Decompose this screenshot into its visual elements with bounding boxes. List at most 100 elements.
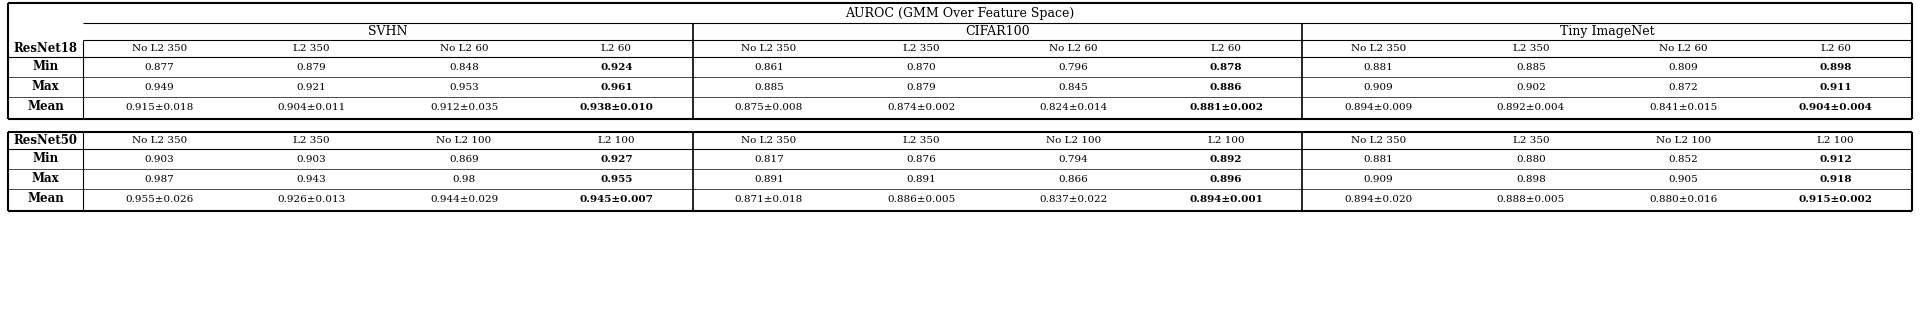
Text: 0.885: 0.885	[755, 82, 783, 91]
Text: 0.904±0.011: 0.904±0.011	[278, 103, 346, 112]
Text: Min: Min	[33, 153, 60, 166]
Text: L2 60: L2 60	[1212, 44, 1240, 53]
Text: 0.944±0.029: 0.944±0.029	[430, 195, 497, 204]
Text: 0.845: 0.845	[1058, 82, 1089, 91]
Text: 0.841±0.015: 0.841±0.015	[1649, 103, 1718, 112]
Text: 0.885: 0.885	[1517, 63, 1546, 71]
Text: No L2 100: No L2 100	[1046, 136, 1102, 145]
Text: L2 350: L2 350	[1513, 44, 1549, 53]
Text: 0.880±0.016: 0.880±0.016	[1649, 195, 1718, 204]
Text: 0.861: 0.861	[755, 63, 783, 71]
Text: 0.876: 0.876	[906, 155, 937, 164]
Text: 0.866: 0.866	[1058, 174, 1089, 183]
Text: L2 100: L2 100	[599, 136, 636, 145]
Text: 0.909: 0.909	[1363, 82, 1394, 91]
Text: 0.902: 0.902	[1517, 82, 1546, 91]
Text: 0.949: 0.949	[144, 82, 175, 91]
Text: 0.896: 0.896	[1210, 174, 1242, 183]
Text: CIFAR100: CIFAR100	[966, 25, 1029, 38]
Text: L2 350: L2 350	[902, 136, 939, 145]
Text: SVHN: SVHN	[369, 25, 407, 38]
Text: 0.892±0.004: 0.892±0.004	[1498, 103, 1565, 112]
Text: Max: Max	[33, 80, 60, 93]
Text: 0.888±0.005: 0.888±0.005	[1498, 195, 1565, 204]
Text: 0.943: 0.943	[298, 174, 326, 183]
Text: 0.894±0.020: 0.894±0.020	[1344, 195, 1413, 204]
Text: No L2 350: No L2 350	[132, 44, 186, 53]
Text: 0.891: 0.891	[755, 174, 783, 183]
Text: 0.953: 0.953	[449, 82, 478, 91]
Text: 0.872: 0.872	[1668, 82, 1699, 91]
Text: L2 100: L2 100	[1208, 136, 1244, 145]
Text: ResNet18: ResNet18	[13, 42, 77, 55]
Text: 0.878: 0.878	[1210, 63, 1242, 71]
Text: 0.98: 0.98	[453, 174, 476, 183]
Text: 0.945±0.007: 0.945±0.007	[580, 195, 653, 204]
Text: 0.918: 0.918	[1820, 174, 1853, 183]
Text: 0.938±0.010: 0.938±0.010	[580, 103, 653, 112]
Text: L2 60: L2 60	[601, 44, 632, 53]
Text: 0.912: 0.912	[1820, 155, 1853, 164]
Text: No L2 60: No L2 60	[1659, 44, 1707, 53]
Text: 0.874±0.002: 0.874±0.002	[887, 103, 956, 112]
Text: No L2 350: No L2 350	[1352, 44, 1405, 53]
Text: 0.912±0.035: 0.912±0.035	[430, 103, 497, 112]
Text: L2 350: L2 350	[902, 44, 939, 53]
Text: AUROC (GMM Over Feature Space): AUROC (GMM Over Feature Space)	[845, 7, 1075, 20]
Text: 0.911: 0.911	[1820, 82, 1853, 91]
Text: 0.924: 0.924	[601, 63, 634, 71]
Text: 0.903: 0.903	[298, 155, 326, 164]
Text: 0.961: 0.961	[601, 82, 634, 91]
Text: No L2 100: No L2 100	[1655, 136, 1711, 145]
Text: 0.881±0.002: 0.881±0.002	[1188, 103, 1263, 112]
Text: 0.871±0.018: 0.871±0.018	[735, 195, 803, 204]
Text: 0.852: 0.852	[1668, 155, 1699, 164]
Text: No L2 60: No L2 60	[1050, 44, 1098, 53]
Text: 0.880: 0.880	[1517, 155, 1546, 164]
Text: Mean: Mean	[27, 193, 63, 206]
Text: L2 350: L2 350	[294, 136, 330, 145]
Text: 0.809: 0.809	[1668, 63, 1699, 71]
Text: ResNet50: ResNet50	[13, 134, 77, 147]
Text: 0.796: 0.796	[1058, 63, 1089, 71]
Text: 0.848: 0.848	[449, 63, 478, 71]
Text: 0.903: 0.903	[144, 155, 175, 164]
Text: 0.904±0.004: 0.904±0.004	[1799, 103, 1872, 112]
Text: 0.915±0.002: 0.915±0.002	[1799, 195, 1872, 204]
Text: 0.881: 0.881	[1363, 63, 1394, 71]
Text: 0.898: 0.898	[1820, 63, 1853, 71]
Text: 0.886: 0.886	[1210, 82, 1242, 91]
Text: 0.915±0.018: 0.915±0.018	[125, 103, 194, 112]
Text: L2 60: L2 60	[1820, 44, 1851, 53]
Text: 0.955±0.026: 0.955±0.026	[125, 195, 194, 204]
Text: 0.927: 0.927	[601, 155, 634, 164]
Text: No L2 350: No L2 350	[741, 136, 797, 145]
Text: No L2 100: No L2 100	[436, 136, 492, 145]
Text: 0.837±0.022: 0.837±0.022	[1039, 195, 1108, 204]
Text: 0.875±0.008: 0.875±0.008	[735, 103, 803, 112]
Text: Min: Min	[33, 61, 60, 73]
Text: No L2 350: No L2 350	[741, 44, 797, 53]
Text: Max: Max	[33, 172, 60, 185]
Text: 0.898: 0.898	[1517, 174, 1546, 183]
Text: 0.987: 0.987	[144, 174, 175, 183]
Text: 0.877: 0.877	[144, 63, 175, 71]
Text: Mean: Mean	[27, 101, 63, 114]
Text: 0.921: 0.921	[298, 82, 326, 91]
Text: No L2 60: No L2 60	[440, 44, 488, 53]
Text: 0.869: 0.869	[449, 155, 478, 164]
Text: No L2 350: No L2 350	[1352, 136, 1405, 145]
Text: 0.817: 0.817	[755, 155, 783, 164]
Text: 0.892: 0.892	[1210, 155, 1242, 164]
Text: Tiny ImageNet: Tiny ImageNet	[1559, 25, 1655, 38]
Text: L2 350: L2 350	[294, 44, 330, 53]
Text: 0.794: 0.794	[1058, 155, 1089, 164]
Text: No L2 350: No L2 350	[132, 136, 186, 145]
Text: 0.886±0.005: 0.886±0.005	[887, 195, 956, 204]
Text: 0.926±0.013: 0.926±0.013	[278, 195, 346, 204]
Text: 0.905: 0.905	[1668, 174, 1699, 183]
Text: 0.870: 0.870	[906, 63, 937, 71]
Text: 0.894±0.001: 0.894±0.001	[1188, 195, 1263, 204]
Text: L2 100: L2 100	[1818, 136, 1855, 145]
Text: 0.824±0.014: 0.824±0.014	[1039, 103, 1108, 112]
